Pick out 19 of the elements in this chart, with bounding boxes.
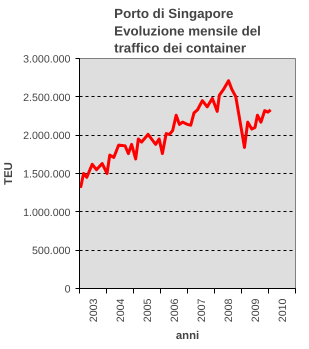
x-tick-label: 2007 [196, 298, 208, 322]
x-axis-title: anni [176, 330, 200, 342]
y-tick-label: 1.500.000 [23, 168, 71, 180]
y-tick-label: 3.000.000 [23, 54, 71, 66]
x-tick-label: 2005 [142, 298, 154, 322]
y-tick-label: 500.000 [32, 245, 71, 258]
y-tick-label: 0 [64, 284, 71, 296]
x-tick-label: 2004 [115, 298, 127, 322]
x-tick-label: 2009 [250, 298, 262, 322]
line-series [80, 79, 272, 188]
y-tick-label: 2.500.000 [23, 92, 71, 104]
x-tick-label: 2003 [88, 298, 100, 322]
y-axis-title: TEU [3, 162, 16, 185]
x-tick-label: 2006 [169, 298, 181, 322]
x-tick-label: 2008 [223, 298, 235, 322]
y-tick-label: 1.000.000 [23, 206, 71, 219]
y-tick-label: 2.000.000 [23, 130, 71, 142]
x-tick-label: 2010 [277, 298, 289, 322]
chart-title: Porto di Singapore Evoluzione mensile del traffico dei container [114, 6, 261, 56]
